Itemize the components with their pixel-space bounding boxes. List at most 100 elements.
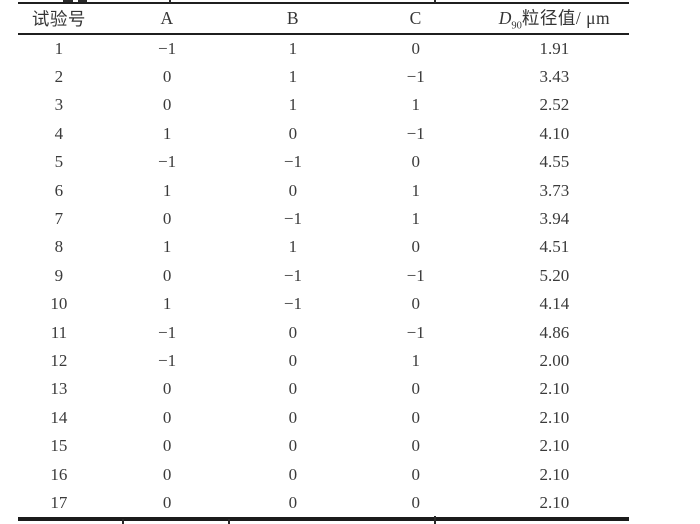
cell-factor-c: −1 bbox=[406, 265, 425, 285]
scan-artifact-tick bbox=[228, 519, 230, 524]
cell-experiment-no: 16 bbox=[50, 464, 68, 484]
cell-factor-c: 0 bbox=[411, 379, 420, 399]
cell-d90-value: 4.51 bbox=[539, 237, 570, 257]
cell-factor-a: 0 bbox=[162, 492, 172, 512]
cell-experiment-no: 7 bbox=[54, 209, 64, 229]
table-row: 13 0 0 0 2.10 bbox=[18, 375, 629, 403]
cell-d90-value: 4.86 bbox=[539, 322, 570, 342]
cell-factor-a: 1 bbox=[162, 237, 172, 257]
table-row: 5 −1 −1 0 4.55 bbox=[18, 148, 629, 176]
scan-artifact-tick bbox=[78, 0, 87, 2]
table-row: 15 0 0 0 2.10 bbox=[18, 432, 629, 460]
cell-factor-b: −1 bbox=[283, 209, 302, 229]
cell-factor-b: 1 bbox=[288, 237, 298, 257]
col-header-factor-c: C bbox=[351, 3, 480, 35]
cell-experiment-no: 4 bbox=[54, 123, 64, 143]
cell-factor-c: −1 bbox=[406, 322, 425, 342]
cell-d90-value: 3.43 bbox=[539, 67, 570, 87]
cell-experiment-no: 11 bbox=[50, 322, 68, 342]
table-row: 1 −1 1 0 1.91 bbox=[18, 34, 629, 63]
cell-d90-value: 2.10 bbox=[539, 379, 570, 399]
cell-factor-b: 0 bbox=[288, 379, 298, 399]
cell-experiment-no: 13 bbox=[50, 379, 68, 399]
cell-factor-b: 0 bbox=[288, 180, 298, 200]
cell-factor-a: 1 bbox=[162, 180, 172, 200]
cell-experiment-no: 6 bbox=[54, 180, 64, 200]
cell-factor-b: 0 bbox=[288, 123, 298, 143]
cell-experiment-no: 2 bbox=[54, 67, 64, 87]
cell-experiment-no: 10 bbox=[50, 294, 68, 314]
cell-d90-value: 2.10 bbox=[539, 492, 570, 512]
cell-factor-c: 0 bbox=[411, 38, 420, 58]
cell-factor-a: −1 bbox=[158, 152, 177, 172]
table-row: 2 0 1 −1 3.43 bbox=[18, 63, 629, 91]
table-row: 8 1 1 0 4.51 bbox=[18, 233, 629, 261]
cell-factor-a: 0 bbox=[162, 436, 172, 456]
scan-artifact-tick bbox=[169, 0, 171, 3]
cell-factor-b: 0 bbox=[288, 350, 298, 370]
d90-suffix: 粒径值/ μm bbox=[521, 8, 611, 28]
table-row: 12 −1 0 1 2.00 bbox=[18, 347, 629, 375]
cell-factor-b: −1 bbox=[283, 294, 302, 314]
cell-experiment-no: 8 bbox=[54, 237, 64, 257]
cell-factor-a: 1 bbox=[162, 294, 172, 314]
scan-artifact-tick bbox=[122, 519, 124, 524]
experiment-design-table: 试验号 A B C D90粒径值/ μm 1 −1 1 0 1.91 2 0 1 −1 3.43 3… bbox=[18, 2, 629, 522]
d90-symbol: D bbox=[498, 8, 512, 28]
cell-experiment-no: 17 bbox=[50, 492, 68, 512]
cell-d90-value: 4.14 bbox=[539, 294, 570, 314]
cell-d90-value: 5.20 bbox=[539, 265, 570, 285]
table-row: 6 1 0 1 3.73 bbox=[18, 176, 629, 204]
cell-factor-b: 1 bbox=[288, 67, 298, 87]
cell-factor-b: 1 bbox=[288, 95, 298, 115]
table-row: 10 1 −1 0 4.14 bbox=[18, 290, 629, 318]
cell-d90-value: 3.73 bbox=[539, 180, 570, 200]
cell-factor-c: 0 bbox=[411, 407, 420, 427]
cell-factor-b: 1 bbox=[288, 38, 298, 58]
cell-d90-value: 1.91 bbox=[539, 38, 570, 58]
cell-factor-a: 0 bbox=[162, 464, 172, 484]
cell-factor-c: 0 bbox=[411, 492, 420, 512]
cell-factor-c: −1 bbox=[406, 67, 425, 87]
table-row: 16 0 0 0 2.10 bbox=[18, 460, 629, 488]
cell-factor-b: −1 bbox=[283, 152, 302, 172]
cell-factor-a: 0 bbox=[162, 407, 172, 427]
cell-factor-c: 0 bbox=[411, 152, 420, 172]
cell-factor-a: −1 bbox=[158, 350, 177, 370]
cell-experiment-no: 1 bbox=[54, 38, 64, 58]
table-row: 3 0 1 1 2.52 bbox=[18, 91, 629, 119]
table-row: 14 0 0 0 2.10 bbox=[18, 404, 629, 432]
table-row: 4 1 0 −1 4.10 bbox=[18, 120, 629, 148]
cell-factor-a: 0 bbox=[162, 265, 172, 285]
scan-artifact-tick bbox=[63, 0, 73, 2]
scan-artifact-tick bbox=[434, 0, 436, 3]
cell-factor-b: 0 bbox=[288, 464, 298, 484]
d90-subscript: 90 bbox=[511, 20, 522, 32]
cell-d90-value: 2.10 bbox=[539, 464, 570, 484]
cell-factor-a: −1 bbox=[158, 38, 177, 58]
cell-factor-b: 0 bbox=[288, 436, 298, 456]
table-body: 1 −1 1 0 1.91 2 0 1 −1 3.43 3 0 1 1 2.52 4 1 0 −1 4.10 5 −1 −1… bbox=[18, 34, 629, 520]
cell-factor-c: 0 bbox=[411, 237, 420, 257]
table-row: 9 0 −1 −1 5.20 bbox=[18, 262, 629, 290]
cell-factor-b: 0 bbox=[288, 322, 298, 342]
cell-d90-value: 2.52 bbox=[539, 95, 570, 115]
cell-factor-c: 1 bbox=[411, 209, 420, 229]
table-row: 11 −1 0 −1 4.86 bbox=[18, 318, 629, 346]
col-header-factor-a: A bbox=[99, 3, 235, 35]
cell-experiment-no: 12 bbox=[50, 350, 68, 370]
cell-factor-c: −1 bbox=[406, 123, 425, 143]
cell-d90-value: 4.10 bbox=[539, 123, 570, 143]
cell-factor-c: 1 bbox=[411, 350, 420, 370]
cell-factor-a: 0 bbox=[162, 67, 172, 87]
cell-factor-b: 0 bbox=[288, 492, 298, 512]
table-header-row: 试验号 A B C D90粒径值/ μm bbox=[18, 3, 629, 35]
cell-factor-a: 0 bbox=[162, 95, 172, 115]
cell-factor-c: 0 bbox=[411, 294, 420, 314]
cell-factor-b: −1 bbox=[283, 265, 302, 285]
col-header-experiment-no: 试验号 bbox=[18, 3, 100, 35]
cell-experiment-no: 3 bbox=[54, 95, 64, 115]
cell-factor-a: 0 bbox=[162, 209, 172, 229]
col-header-d90-particle-size: D90粒径值/ μm bbox=[479, 3, 629, 35]
